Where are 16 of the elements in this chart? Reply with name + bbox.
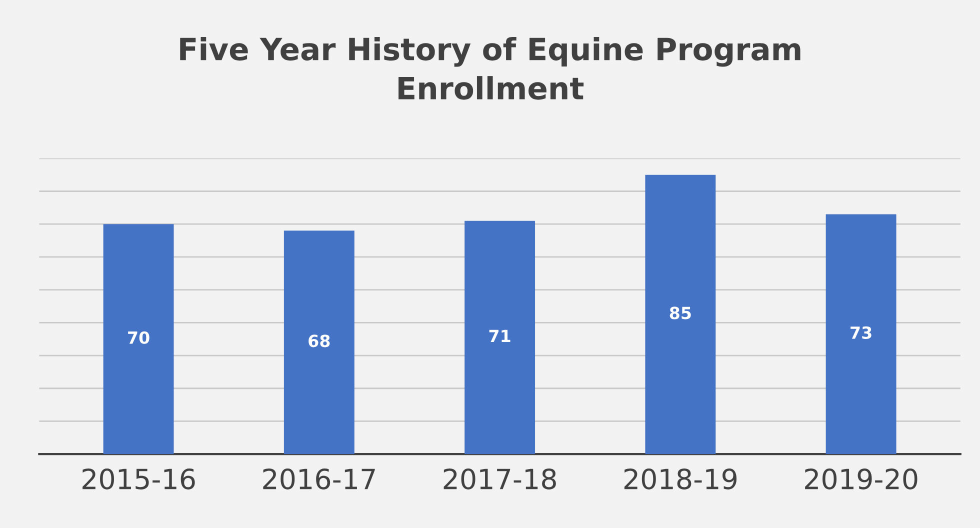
bar <box>103 224 174 454</box>
data-label: 85 <box>670 306 691 320</box>
chart-title: Five Year History of Equine Program Enrollment <box>180 36 800 100</box>
data-label: 70 <box>128 331 150 344</box>
x-tick-label: 2015-16 <box>82 468 195 490</box>
bar <box>645 174 716 454</box>
x-tick-label: 2016-17 <box>263 468 375 490</box>
data-label: 73 <box>850 326 872 339</box>
x-tick-label: 2017-18 <box>444 468 556 490</box>
data-label: 68 <box>308 334 330 348</box>
x-tick-label: 2018-19 <box>624 468 737 490</box>
bar <box>284 230 354 454</box>
bar <box>464 220 536 454</box>
x-tick-label: 2019-20 <box>805 468 918 490</box>
data-label: 71 <box>489 330 510 342</box>
bar <box>826 214 896 454</box>
